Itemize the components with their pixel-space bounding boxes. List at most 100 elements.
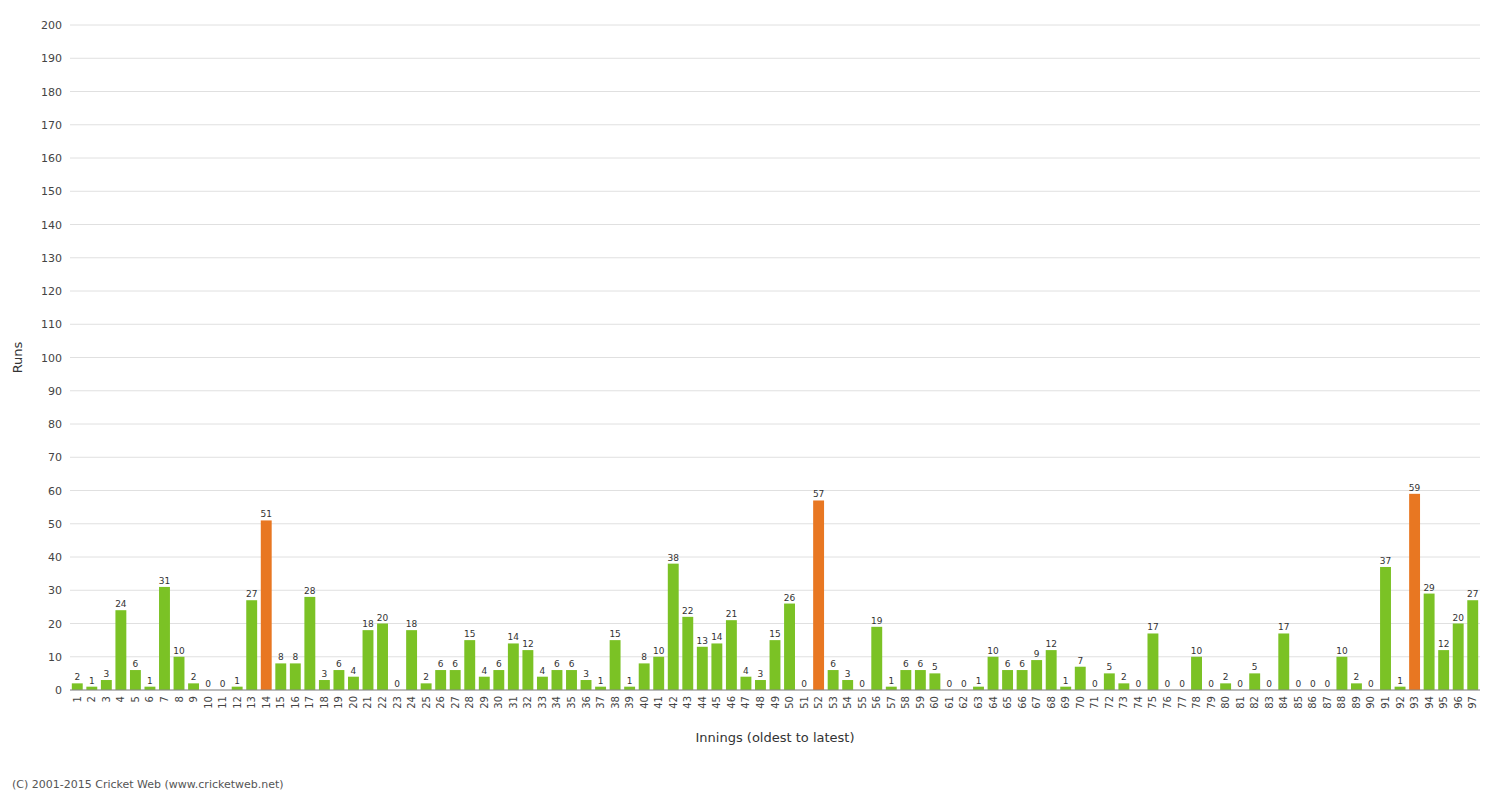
bar bbox=[653, 657, 664, 690]
data-label: 2 bbox=[74, 672, 80, 682]
bar bbox=[842, 680, 853, 690]
grid-line bbox=[70, 390, 1480, 391]
x-tick-label: 70 bbox=[1075, 696, 1086, 709]
x-tick-label: 79 bbox=[1206, 696, 1217, 709]
data-label: 0 bbox=[1179, 679, 1185, 689]
bar bbox=[1424, 594, 1435, 690]
x-tick-label: 90 bbox=[1365, 696, 1376, 709]
y-tick-label: 110 bbox=[41, 318, 62, 331]
x-tick-label: 59 bbox=[915, 696, 926, 709]
data-label: 3 bbox=[758, 669, 764, 679]
bar bbox=[450, 670, 461, 690]
bar bbox=[1453, 624, 1464, 691]
x-tick-label: 14 bbox=[261, 696, 272, 709]
x-tick-label: 47 bbox=[740, 696, 751, 709]
data-label: 6 bbox=[336, 659, 342, 669]
bar bbox=[1278, 633, 1289, 690]
bar bbox=[522, 650, 533, 690]
bar bbox=[1031, 660, 1042, 690]
bar bbox=[304, 597, 315, 690]
x-tick-label: 46 bbox=[726, 696, 737, 709]
data-label: 6 bbox=[569, 659, 575, 669]
data-label: 59 bbox=[1409, 483, 1421, 493]
data-label: 0 bbox=[947, 679, 953, 689]
bar bbox=[1249, 673, 1260, 690]
y-tick-label: 160 bbox=[41, 152, 62, 165]
x-tick-label: 83 bbox=[1264, 696, 1275, 709]
data-label: 5 bbox=[1252, 662, 1258, 672]
data-label: 0 bbox=[859, 679, 865, 689]
x-tick-label: 26 bbox=[435, 696, 446, 709]
chart: 0102030405060708090100110120130140150160… bbox=[0, 0, 1500, 800]
y-tick-label: 70 bbox=[48, 451, 62, 464]
data-label: 15 bbox=[609, 629, 620, 639]
bar bbox=[479, 677, 490, 690]
bar bbox=[1075, 667, 1086, 690]
data-label: 4 bbox=[540, 666, 546, 676]
x-tick-label: 50 bbox=[784, 696, 795, 709]
data-label: 57 bbox=[813, 489, 824, 499]
data-label: 5 bbox=[932, 662, 938, 672]
x-tick-label: 68 bbox=[1046, 696, 1057, 709]
bar bbox=[130, 670, 141, 690]
grid-line bbox=[70, 158, 1480, 159]
bar bbox=[770, 640, 781, 690]
data-label: 21 bbox=[726, 609, 737, 619]
grid-line bbox=[70, 58, 1480, 59]
data-label: 5 bbox=[1106, 662, 1112, 672]
data-label: 3 bbox=[583, 669, 589, 679]
data-label: 6 bbox=[903, 659, 909, 669]
data-label: 6 bbox=[830, 659, 836, 669]
x-tick-label: 55 bbox=[857, 696, 868, 709]
y-tick-label: 50 bbox=[48, 518, 62, 531]
bar bbox=[72, 683, 83, 690]
data-label: 6 bbox=[452, 659, 458, 669]
x-tick-label: 69 bbox=[1060, 696, 1071, 709]
data-label: 1 bbox=[89, 676, 95, 686]
data-label: 0 bbox=[1237, 679, 1243, 689]
x-tick-label: 81 bbox=[1235, 696, 1246, 709]
x-tick-label: 87 bbox=[1322, 696, 1333, 709]
x-tick-label: 82 bbox=[1249, 696, 1260, 709]
data-label: 12 bbox=[1438, 639, 1449, 649]
data-label: 0 bbox=[961, 679, 967, 689]
x-tick-label: 89 bbox=[1351, 696, 1362, 709]
bar bbox=[929, 673, 940, 690]
x-tick-label: 53 bbox=[828, 696, 839, 709]
x-tick-label: 88 bbox=[1336, 696, 1347, 709]
data-label: 1 bbox=[1063, 676, 1069, 686]
data-label: 20 bbox=[1452, 613, 1464, 623]
grid-line bbox=[70, 191, 1480, 192]
bar bbox=[435, 670, 446, 690]
data-label: 1 bbox=[1397, 676, 1403, 686]
x-tick-label: 44 bbox=[697, 696, 708, 709]
x-tick-label: 30 bbox=[493, 696, 504, 709]
x-tick-label: 48 bbox=[755, 696, 766, 709]
x-tick-label: 64 bbox=[988, 696, 999, 709]
x-tick-label: 32 bbox=[522, 696, 533, 709]
data-label: 1 bbox=[627, 676, 633, 686]
y-tick-label: 40 bbox=[48, 551, 62, 564]
bar bbox=[871, 627, 882, 690]
x-tick-label: 33 bbox=[537, 696, 548, 709]
data-label: 1 bbox=[888, 676, 894, 686]
y-tick-label: 180 bbox=[41, 86, 62, 99]
bar bbox=[319, 680, 330, 690]
x-tick-label: 21 bbox=[362, 696, 373, 709]
x-tick-label: 42 bbox=[668, 696, 679, 709]
grid-line bbox=[70, 690, 1480, 691]
data-label: 2 bbox=[1223, 672, 1229, 682]
x-tick-label: 16 bbox=[290, 696, 301, 709]
grid-line bbox=[70, 291, 1480, 292]
x-tick-label: 19 bbox=[333, 696, 344, 709]
y-tick-label: 140 bbox=[41, 219, 62, 232]
grid-line bbox=[70, 523, 1480, 524]
bar bbox=[174, 657, 185, 690]
footer: (C) 2001-2015 Cricket Web (www.cricketwe… bbox=[12, 778, 284, 791]
bar bbox=[1380, 567, 1391, 690]
bar bbox=[784, 604, 795, 690]
x-tick-label: 85 bbox=[1293, 696, 1304, 709]
x-tick-label: 51 bbox=[799, 696, 810, 709]
x-tick-label: 35 bbox=[566, 696, 577, 709]
bar bbox=[333, 670, 344, 690]
